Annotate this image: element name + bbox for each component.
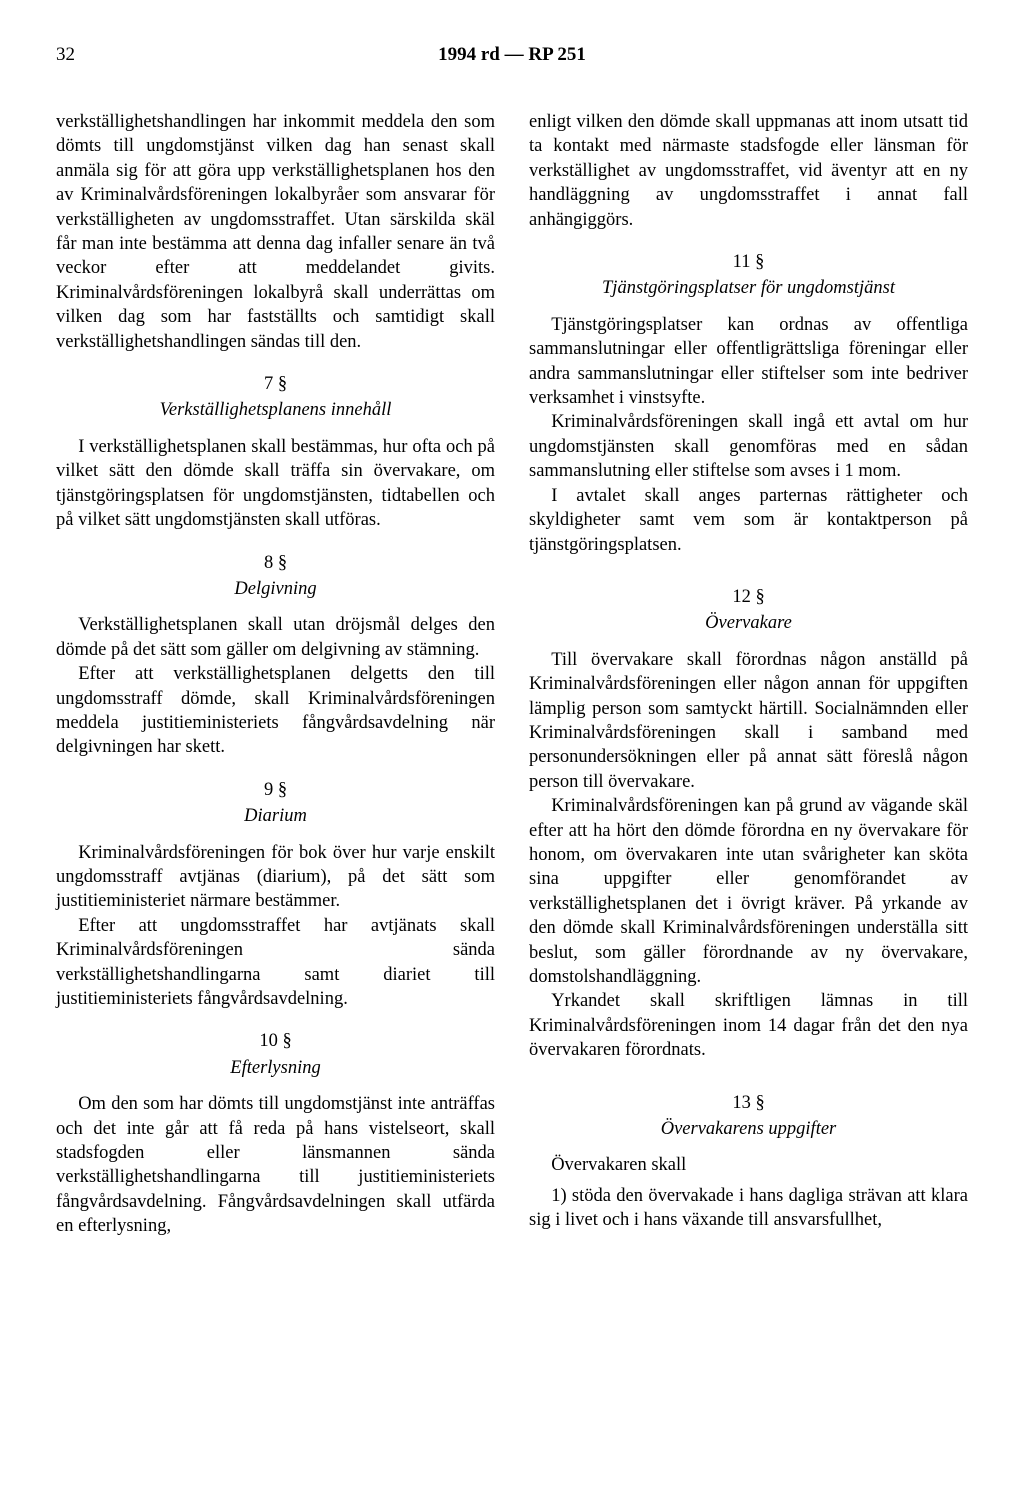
body-text: Efter att verkställighetsplanen delgetts… bbox=[56, 662, 495, 760]
section-number: 10 § bbox=[56, 1029, 495, 1053]
body-text: Kriminalvårdsföreningen kan på grund av … bbox=[529, 794, 968, 989]
body-text: Verkställighetsplanen skall utan dröjsmå… bbox=[56, 613, 495, 662]
section-number: 8 § bbox=[56, 551, 495, 575]
section-title: Verkställighetsplanens innehåll bbox=[56, 398, 495, 422]
section-number: 9 § bbox=[56, 778, 495, 802]
body-text: Kriminalvårdsföreningen för bok över hur… bbox=[56, 841, 495, 914]
body-text: verkställighetshandlingen har inkommit m… bbox=[56, 110, 495, 354]
section-title: Efterlysning bbox=[56, 1056, 495, 1080]
body-text: enligt vilken den dömde skall uppmanas a… bbox=[529, 110, 968, 232]
section-title: Tjänstgöringsplatser för ungdomstjänst bbox=[529, 276, 968, 300]
left-column: verkställighetshandlingen har inkommit m… bbox=[56, 110, 495, 1239]
section-title: Delgivning bbox=[56, 577, 495, 601]
body-text: Om den som har dömts till ungdomstjänst … bbox=[56, 1092, 495, 1238]
section-number: 12 § bbox=[529, 585, 968, 609]
section-number: 13 § bbox=[529, 1091, 968, 1115]
section-title: Diarium bbox=[56, 804, 495, 828]
body-text: Tjänstgöringsplatser kan ordnas av offen… bbox=[529, 313, 968, 411]
document-header: 1994 rd — RP 251 bbox=[56, 40, 968, 66]
body-text: Yrkandet skall skriftligen lämnas in til… bbox=[529, 989, 968, 1062]
body-text: Till övervakare skall förordnas någon an… bbox=[529, 648, 968, 794]
page-number: 32 bbox=[56, 44, 75, 66]
section-title: Övervakarens uppgifter bbox=[529, 1117, 968, 1141]
body-text: Övervakaren skall bbox=[529, 1153, 968, 1177]
section-title: Övervakare bbox=[529, 611, 968, 635]
body-text: Efter att ungdomsstraffet har avtjänats … bbox=[56, 914, 495, 1012]
section-number: 11 § bbox=[529, 250, 968, 274]
right-column: enligt vilken den dömde skall uppmanas a… bbox=[529, 110, 968, 1239]
body-text: I avtalet skall anges parternas rättighe… bbox=[529, 484, 968, 557]
text-columns: verkställighetshandlingen har inkommit m… bbox=[56, 110, 968, 1239]
body-text: Kriminalvårdsföreningen skall ingå ett a… bbox=[529, 410, 968, 483]
section-number: 7 § bbox=[56, 372, 495, 396]
body-text: 1) stöda den övervakade i hans dagliga s… bbox=[529, 1184, 968, 1233]
body-text: I verkställighetsplanen skall bestämmas,… bbox=[56, 435, 495, 533]
